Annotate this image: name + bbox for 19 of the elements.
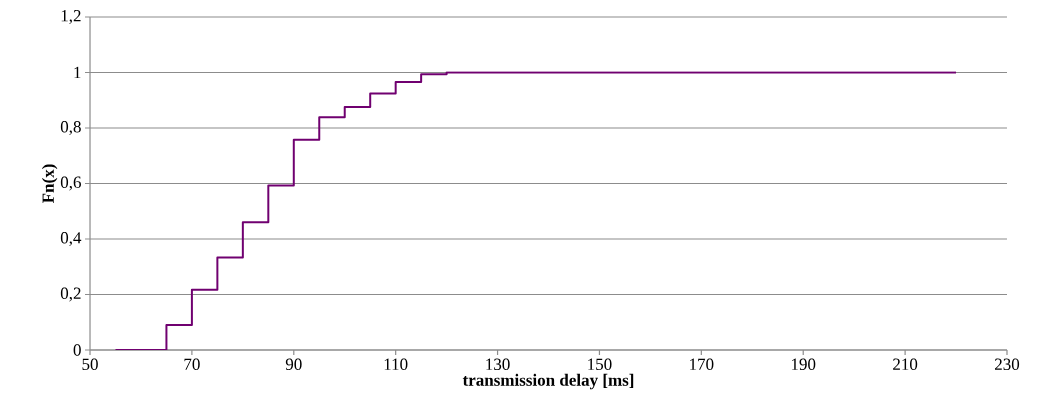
y-tick-label: 1,2 — [61, 10, 81, 24]
x-tick-label: 170 — [690, 358, 714, 370]
x-tick-label: 90 — [285, 358, 302, 370]
x-tick-label: 190 — [791, 358, 816, 370]
y-tick-label: 0,6 — [60, 176, 81, 191]
x-tick-label: 50 — [82, 358, 98, 370]
x-tick-label: 150 — [588, 358, 612, 370]
y-tick-label: 0,2 — [60, 287, 81, 302]
x-tick-label: 230 — [995, 358, 1020, 370]
x-tick-label: 130 — [486, 358, 510, 370]
x-axis-title: transmission delay [ms] — [462, 373, 634, 390]
x-tick-label: 70 — [184, 358, 200, 370]
y-tick-label: 0,8 — [60, 121, 81, 135]
y-tick-label: 0,4 — [60, 232, 82, 246]
x-tick-label: 110 — [384, 358, 408, 370]
y-tick-label: 0 — [73, 344, 81, 356]
y-axis-title: Fn(x) — [41, 164, 58, 204]
y-tick-label: 1 — [74, 66, 81, 79]
x-tick-label: 210 — [893, 358, 918, 370]
